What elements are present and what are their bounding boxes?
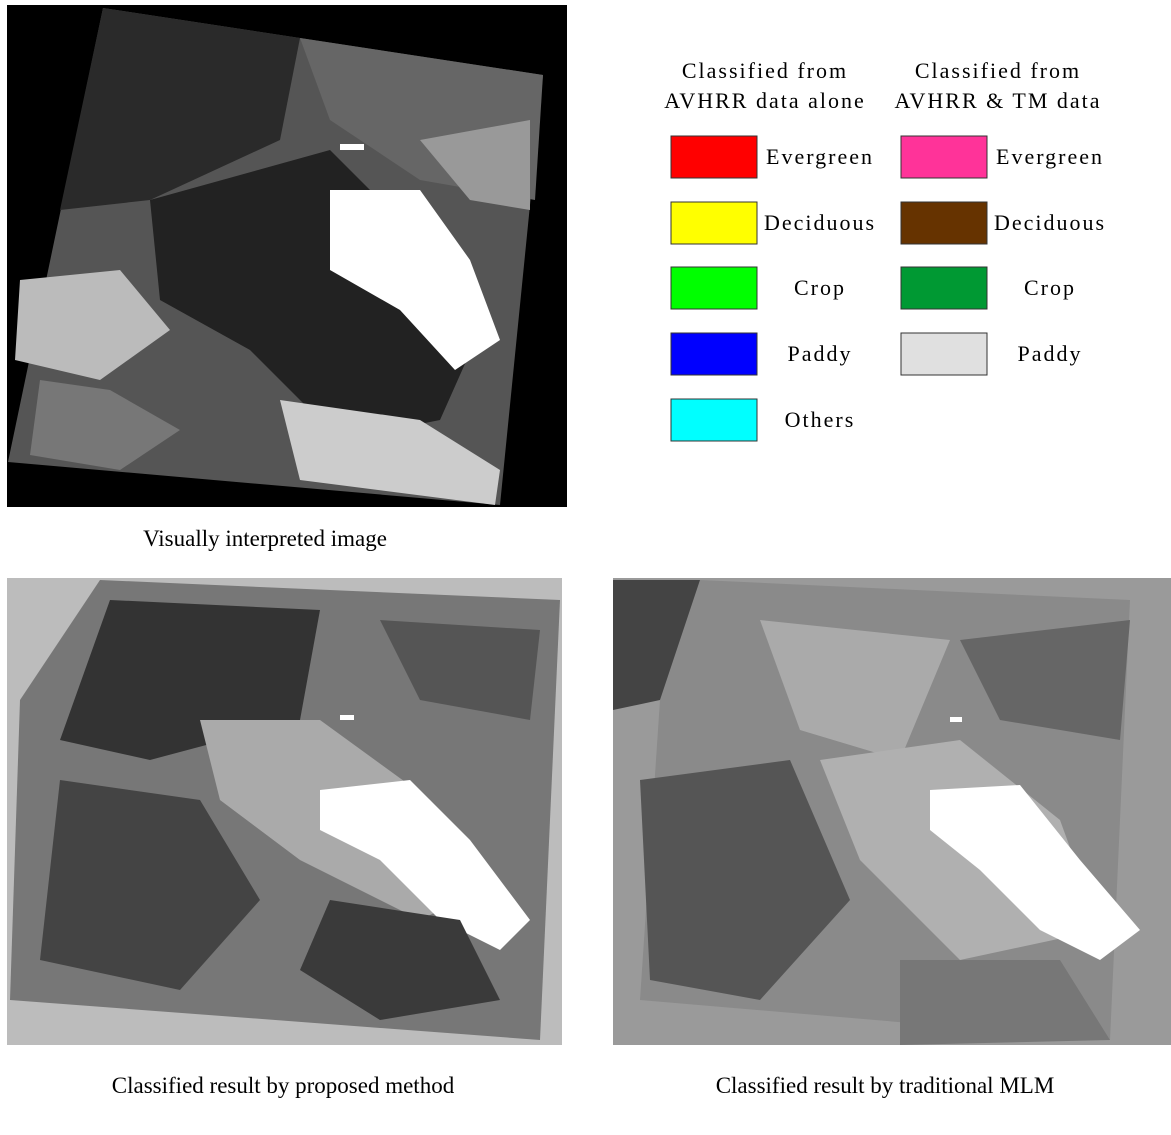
caption: Classified result by traditional MLM xyxy=(716,1073,1055,1098)
figure: Classified from AVHRR data alone Evergreen… xyxy=(0,0,1171,1135)
legend-swatch xyxy=(671,399,757,441)
legend-label: Paddy xyxy=(788,341,853,366)
caption: Visually interpreted image xyxy=(143,526,387,551)
legend-label: Crop xyxy=(794,275,846,300)
legend-swatch xyxy=(671,267,757,309)
page: Classified from AVHRR data alone Evergreen… xyxy=(0,0,1171,1135)
proposed-result-image xyxy=(7,578,562,1045)
legend-label: Evergreen xyxy=(766,144,874,169)
legend: Classified from AVHRR data alone Evergreen… xyxy=(664,58,1106,441)
legend-label: Deciduous xyxy=(764,210,876,235)
legend-swatch xyxy=(901,202,987,244)
legend-swatch xyxy=(671,333,757,375)
legend-header: Classified from xyxy=(682,58,848,83)
interpreted-image xyxy=(7,5,567,507)
legend-label: Evergreen xyxy=(996,144,1104,169)
legend-swatch xyxy=(901,333,987,375)
legend-label: Paddy xyxy=(1018,341,1083,366)
legend-swatch xyxy=(901,136,987,178)
legend-header: AVHRR data alone xyxy=(664,88,865,113)
legend-swatch xyxy=(671,202,757,244)
legend-label: Others xyxy=(785,407,856,432)
legend-swatch xyxy=(901,267,987,309)
legend-label: Crop xyxy=(1024,275,1076,300)
mlm-result-image xyxy=(613,578,1171,1045)
legend-swatch xyxy=(671,136,757,178)
legend-header: Classified from xyxy=(915,58,1081,83)
legend-header: AVHRR & TM data xyxy=(894,88,1101,113)
legend-label: Deciduous xyxy=(994,210,1106,235)
caption: Classified result by proposed method xyxy=(112,1073,455,1098)
